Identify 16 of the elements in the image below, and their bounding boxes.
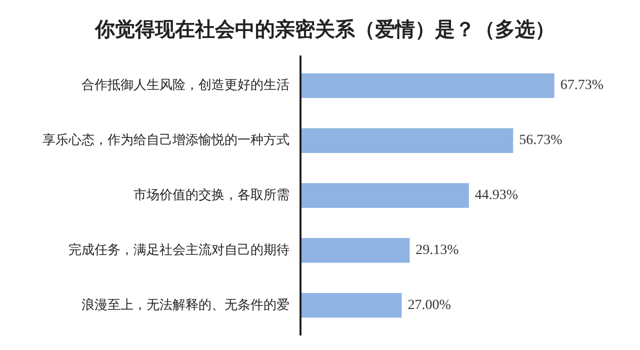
chart-title: 你觉得现在社会中的亲密关系（爱情）是？（多选） xyxy=(95,16,555,43)
data-label: 44.93% xyxy=(474,188,518,203)
bar xyxy=(300,183,469,208)
bar xyxy=(300,128,514,153)
bar xyxy=(300,73,554,98)
y-tick-label: 市场价值的交换，各取所需 xyxy=(134,187,290,203)
y-tick-label: 完成任务，满足社会主流对自己的期待 xyxy=(68,242,290,258)
bar xyxy=(300,238,410,263)
y-tick-label: 合作抵御人生风险，创造更好的生活 xyxy=(82,78,290,94)
y-tick-label: 浪漫至上，无法解释的、无条件的爱 xyxy=(82,296,290,313)
data-label: 67.73% xyxy=(560,78,604,94)
data-label: 27.00% xyxy=(408,298,452,313)
data-label: 29.13% xyxy=(416,242,460,258)
data-label: 56.73% xyxy=(519,133,563,148)
y-tick-label: 享乐心态，作为给自己增添愉悦的一种方式 xyxy=(42,132,290,148)
bar xyxy=(300,292,402,318)
